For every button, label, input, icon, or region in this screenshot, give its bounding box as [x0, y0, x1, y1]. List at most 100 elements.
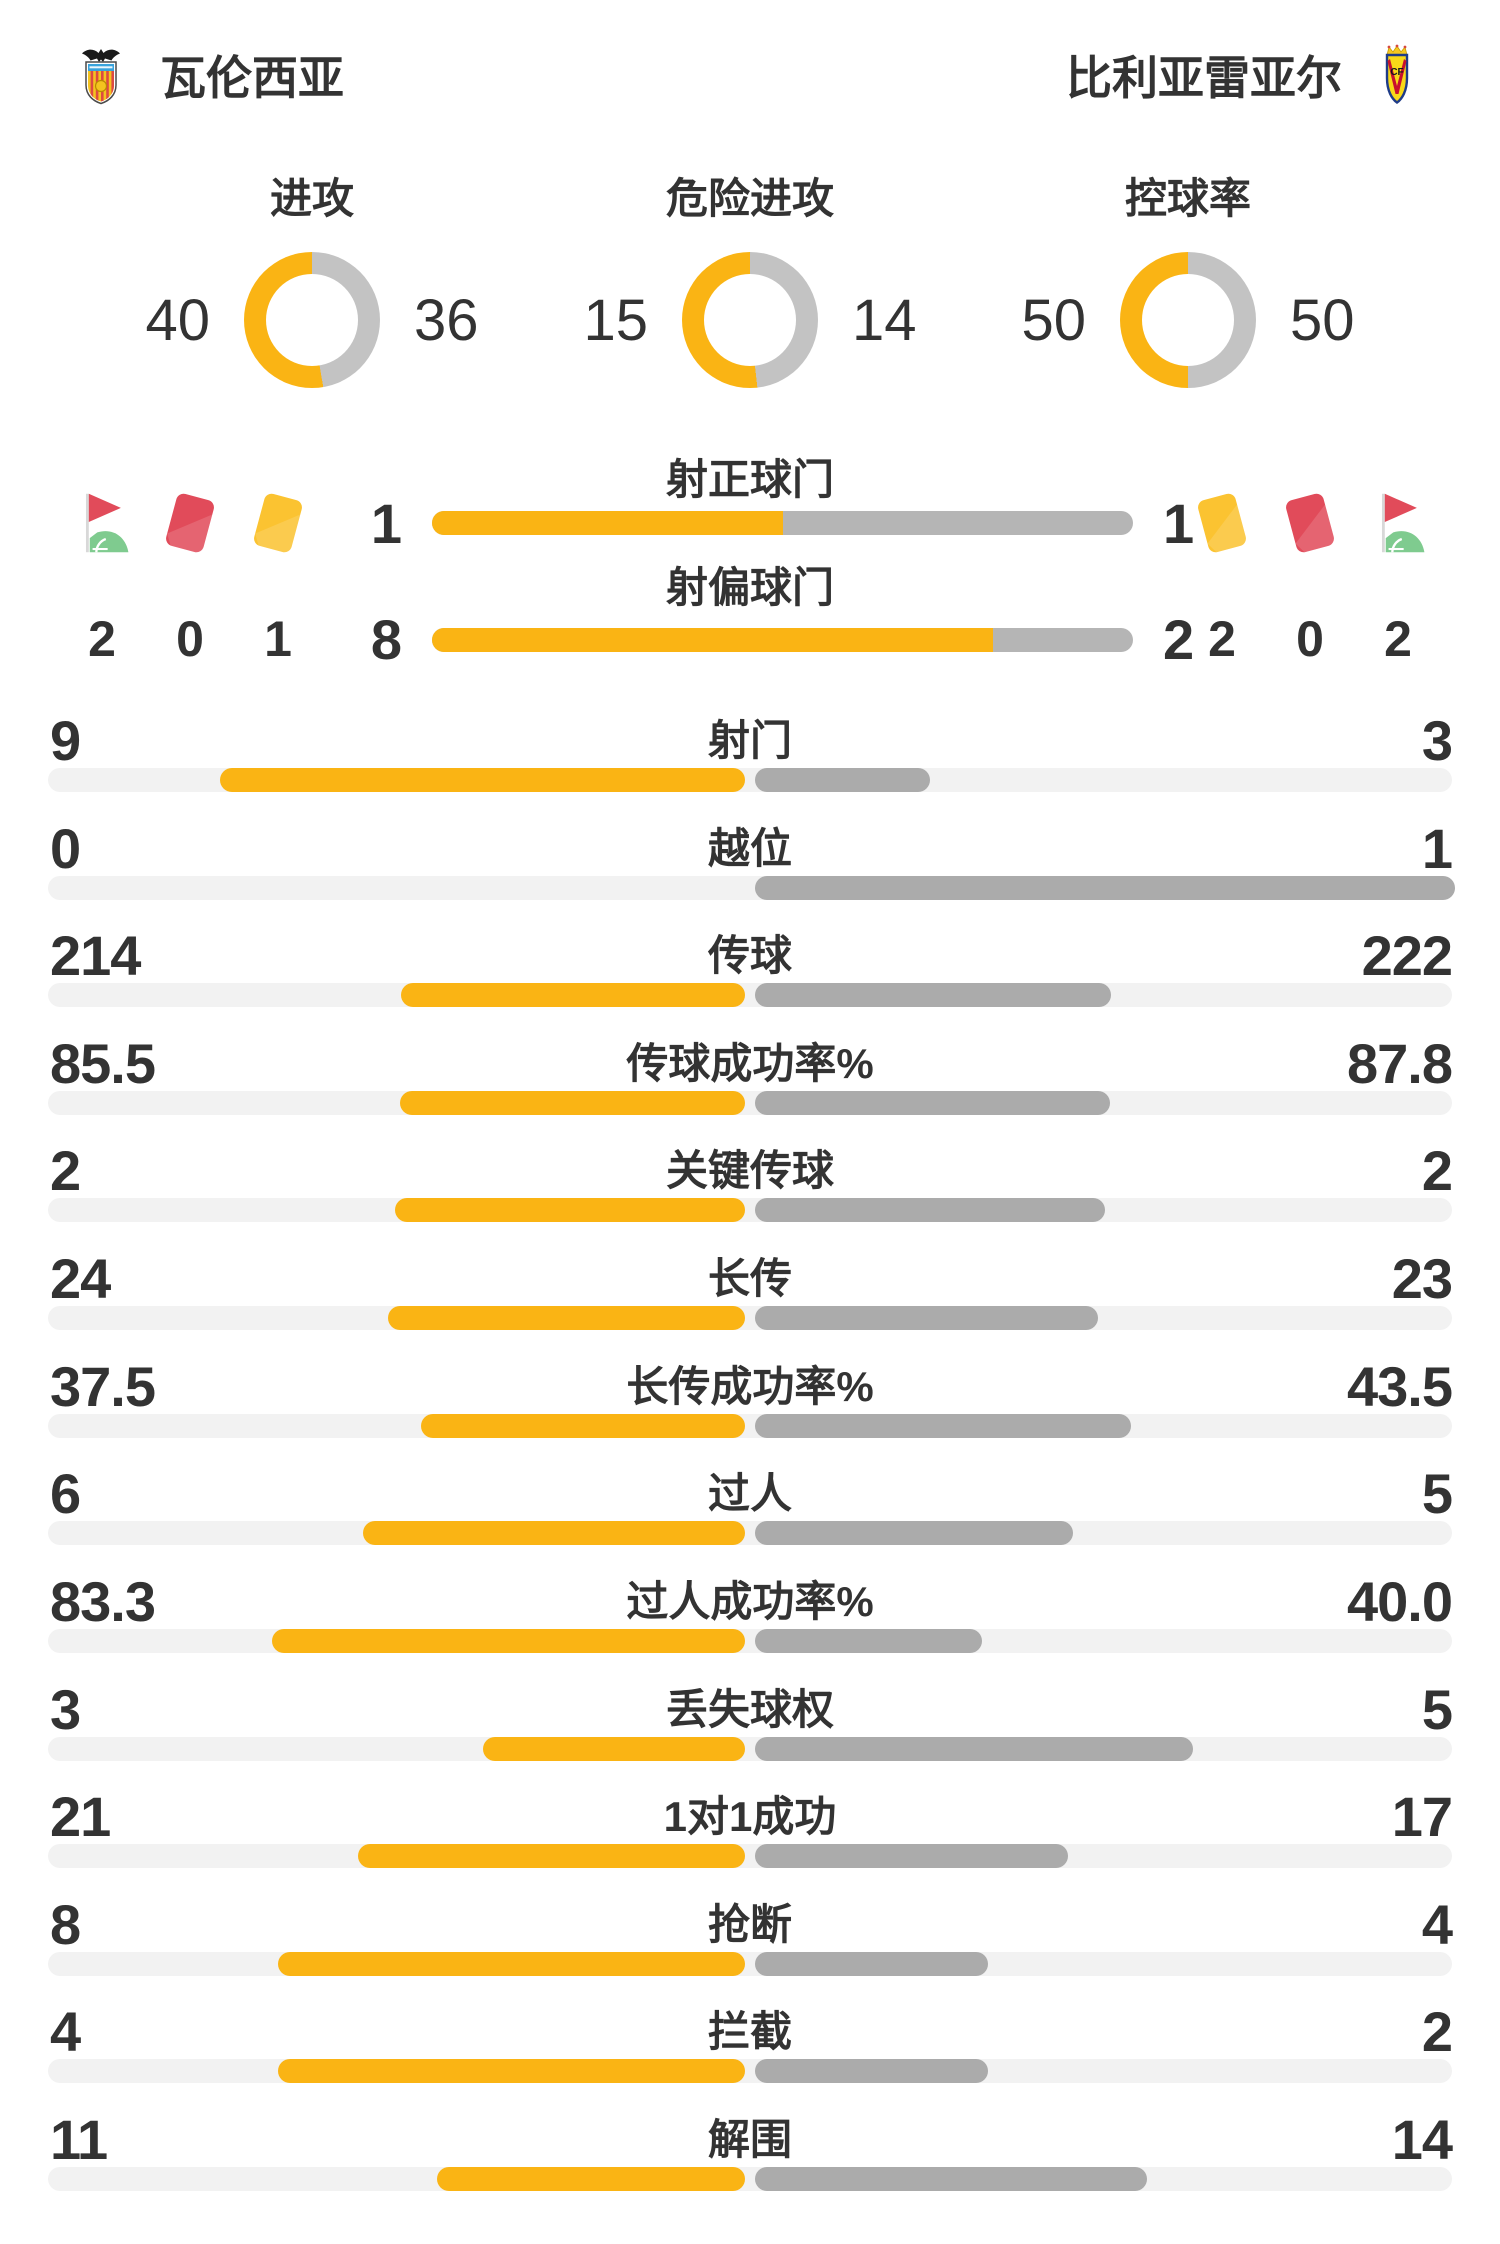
- stat-away-bar: [755, 1521, 1074, 1545]
- donut-home-value: 40: [145, 287, 210, 353]
- stat-row: 8 抢断 4: [0, 1889, 1500, 1997]
- stat-row: 4 拦截 2: [0, 1996, 1500, 2104]
- stat-home-value: 24: [50, 1247, 111, 1310]
- stat-label: 抢断: [707, 1901, 792, 1948]
- stat-away-value: 23: [1391, 1247, 1453, 1310]
- stat-row: 11 解围 14: [0, 2104, 1500, 2212]
- stat-home-bar: [272, 1629, 745, 1653]
- shots-on-target-label: 射正球门: [665, 456, 834, 503]
- stat-away-value: 14: [1391, 2108, 1453, 2171]
- corner-flag-icon: [62, 486, 142, 560]
- stat-home-bar: [482, 1737, 745, 1761]
- stat-home-value: 2: [50, 1139, 81, 1202]
- stat-away-value: 4: [1421, 1893, 1453, 1956]
- stat-home-bar: [395, 1198, 745, 1222]
- stat-away-bar: [755, 876, 1455, 900]
- stat-row: 21 1对1成功 17: [0, 1781, 1500, 1889]
- stat-label: 丢失球权: [665, 1686, 834, 1733]
- stat-away-bar: [755, 1737, 1193, 1761]
- stat-home-value: 6: [50, 1462, 81, 1525]
- stat-away-bar: [755, 2059, 989, 2083]
- home-red-cards-count: 0: [176, 611, 204, 667]
- stat-label: 解围: [707, 2116, 792, 2163]
- away-red-cards-count: 0: [1296, 611, 1324, 667]
- stat-away-bar: [755, 983, 1112, 1007]
- donut-away-value: 36: [414, 287, 479, 353]
- stat-bar-track: [48, 1629, 1452, 1653]
- donut-title: 进攻: [269, 175, 354, 222]
- red-card-icon: [1270, 486, 1350, 560]
- stat-away-value: 40.0: [1347, 1570, 1453, 1633]
- stat-row: 24 长传 23: [0, 1243, 1500, 1351]
- stat-row: 37.5 长传成功率% 43.5: [0, 1351, 1500, 1459]
- yellow-card-icon: [1182, 486, 1262, 560]
- donut-chart: [682, 252, 818, 388]
- stat-home-value: 4: [50, 2000, 81, 2063]
- stat-row: 6 过人 5: [0, 1458, 1500, 1566]
- stat-bar-track: [48, 2059, 1452, 2083]
- stat-home-bar: [437, 2167, 745, 2191]
- stat-home-bar: [420, 1414, 745, 1438]
- donut-away-value: 50: [1290, 287, 1355, 353]
- stat-home-bar: [363, 1521, 745, 1545]
- stat-away-value: 43.5: [1347, 1355, 1453, 1418]
- stat-label: 越位: [707, 825, 792, 872]
- stat-bar-track: [48, 1737, 1452, 1761]
- donut-row: 50 50: [963, 252, 1413, 388]
- svg-text:CF: CF: [1390, 67, 1403, 78]
- donut-home-value: 15: [583, 287, 648, 353]
- stat-away-value: 3: [1421, 709, 1453, 772]
- donut-chart: [1120, 252, 1256, 388]
- stat-row: 214 传球 222: [0, 920, 1500, 1028]
- donut-hole: [266, 274, 358, 366]
- stat-home-value: 21: [50, 1785, 111, 1848]
- stat-away-bar: [755, 1198, 1105, 1222]
- stat-bar-track: [48, 1521, 1452, 1545]
- stat-bar-track: [48, 1091, 1452, 1115]
- stat-label: 传球成功率%: [626, 1040, 874, 1087]
- shots-off-target-bar: [432, 628, 1133, 652]
- stat-bar-track: [48, 1306, 1452, 1330]
- stat-away-value: 5: [1421, 1462, 1453, 1525]
- stat-row: 0 越位 1: [0, 813, 1500, 921]
- red-card-icon: [150, 486, 230, 560]
- stat-label: 1对1成功: [663, 1793, 837, 1840]
- stat-label: 过人成功率%: [626, 1578, 874, 1625]
- home-corners-count: 2: [88, 611, 116, 667]
- stat-away-value: 5: [1421, 1678, 1453, 1741]
- stat-away-bar: [755, 2167, 1147, 2191]
- home-yellow-cards-count: 1: [264, 611, 292, 667]
- donut-title: 危险进攻: [665, 175, 834, 222]
- shots-off-target-label: 射偏球门: [665, 564, 834, 611]
- stat-home-bar: [278, 1952, 745, 1976]
- stat-home-value: 11: [50, 2108, 108, 2171]
- stat-home-bar: [358, 1844, 745, 1868]
- stat-home-bar: [387, 1306, 745, 1330]
- stat-away-bar: [755, 1952, 989, 1976]
- stat-home-value: 0: [50, 817, 81, 880]
- stat-home-value: 214: [50, 924, 141, 987]
- stat-row: 85.5 传球成功率% 87.8: [0, 1028, 1500, 1136]
- donut-chart: [244, 252, 380, 388]
- stat-away-bar: [755, 1414, 1131, 1438]
- valencia-crest-logo: [82, 49, 120, 105]
- donut-title: 控球率: [1124, 175, 1251, 222]
- home-team-header: 瓦伦西亚: [78, 40, 344, 110]
- stat-bar-track: [48, 983, 1452, 1007]
- stat-label: 传球: [707, 932, 792, 979]
- away-team-header: CF 比利亚雷亚尔: [1066, 40, 1420, 110]
- donut-home-value: 50: [1021, 287, 1086, 353]
- stat-away-value: 2: [1421, 1139, 1453, 1202]
- shots-on-target-home-value: 1: [370, 492, 402, 555]
- stat-bar-track: [48, 1198, 1452, 1222]
- stat-home-bar: [278, 2059, 745, 2083]
- shots-on-target-bar: [432, 511, 1133, 535]
- donut-row: 40 36: [87, 252, 537, 388]
- stat-label: 长传成功率%: [626, 1363, 874, 1410]
- stat-row: 83.3 过人成功率% 40.0: [0, 1566, 1500, 1674]
- donut-block: 控球率 50 50: [963, 170, 1413, 388]
- stat-home-value: 8: [50, 1893, 81, 1956]
- away-yellow-cards-count: 2: [1208, 611, 1236, 667]
- stat-home-bar: [401, 983, 745, 1007]
